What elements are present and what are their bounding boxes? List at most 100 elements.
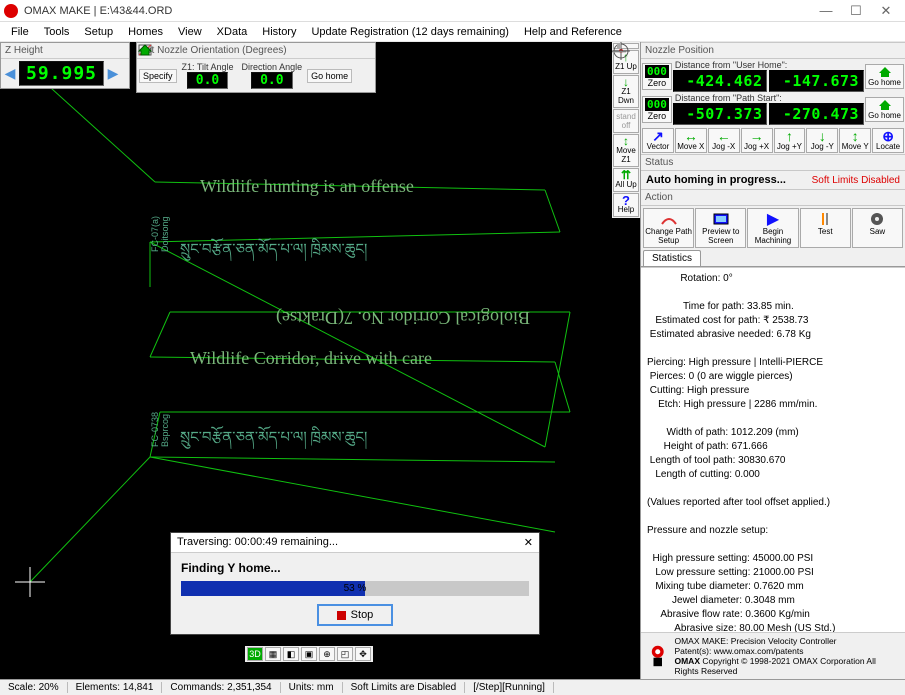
menu-homes[interactable]: Homes	[121, 24, 170, 40]
tilt-angle-label: Z1: Tilt Angle	[182, 62, 234, 72]
distance-user-label: Distance from "User Home":	[675, 60, 864, 70]
orient-gohome-button[interactable]: Go home	[307, 69, 352, 83]
main-area: Wildlife hunting is an offense སྲུང་བརྩོ…	[0, 42, 905, 679]
z1-down-button[interactable]: ↓Z1 Dwn	[613, 75, 639, 108]
user-home-y: -147.673	[769, 70, 864, 92]
jog-plus-y-button[interactable]: ↑Jog +Y	[774, 128, 806, 153]
status-commands: Commands: 2,351,354	[162, 682, 280, 693]
orient-gohome-label: Go home	[311, 71, 348, 81]
fit-icon[interactable]: ◰	[337, 647, 353, 661]
jog-minus-x-button[interactable]: ←Jog -X	[708, 128, 740, 153]
status-scale: Scale: 20%	[0, 682, 68, 693]
menu-help[interactable]: Help and Reference	[517, 24, 629, 40]
nozzle-orientation-panel: Jet Nozzle Orientation (Degrees) Specify…	[136, 42, 376, 93]
locate-button[interactable]: ⊕Locate	[872, 128, 904, 153]
zero-user-button[interactable]: 000Zero	[642, 63, 672, 90]
specify-button[interactable]: Specify	[139, 69, 177, 83]
bottom-icon-strip: 3D ▦ ◧ ▣ ⊕ ◰ ✥	[245, 646, 373, 662]
nozzle-position-title: Nozzle Position	[641, 42, 905, 59]
status-text: Auto homing in progress...	[646, 174, 786, 186]
status-title: Status	[641, 154, 905, 171]
brand-line1: OMAX MAKE: Precision Velocity Controller	[674, 636, 901, 646]
stop-button[interactable]: Stop	[317, 604, 394, 626]
saw-button[interactable]: Saw	[852, 208, 903, 248]
status-elements: Elements: 14,841	[68, 682, 163, 693]
jog-minus-y-button[interactable]: ↓Jog -Y	[806, 128, 838, 153]
user-home-x: -424.462	[673, 70, 768, 92]
progress-bar: 53 %	[181, 581, 529, 596]
menu-file[interactable]: File	[4, 24, 36, 40]
distance-path-label: Distance from "Path Start":	[675, 93, 864, 103]
app-icon	[4, 4, 18, 18]
all-up-button[interactable]: ⇈All Up	[613, 168, 639, 192]
svg-text:Wildlife Corridor, drive with: Wildlife Corridor, drive with care	[190, 348, 432, 368]
soft-limits-text: Soft Limits Disabled	[812, 175, 900, 186]
stop-icon	[337, 611, 346, 620]
gohome-path-button[interactable]: Go home	[865, 97, 904, 122]
move-z1-button[interactable]: ↕Move Z1	[613, 134, 639, 167]
omax-logo	[645, 641, 670, 671]
menu-setup[interactable]: Setup	[77, 24, 120, 40]
brand-copyright: Copyright © 1998-2021 OMAX Corporation A…	[674, 656, 875, 676]
maximize-button[interactable]: ☐	[841, 3, 871, 19]
svg-text:Bsprcog: Bsprcog	[160, 414, 170, 447]
layer1-icon[interactable]: ◧	[283, 647, 299, 661]
move-x-button[interactable]: ↔Move X	[675, 128, 707, 153]
pan-icon[interactable]: ✥	[355, 647, 371, 661]
brand-name: OMAX	[674, 656, 700, 666]
minimize-button[interactable]: —	[811, 3, 841, 18]
brand-footer: OMAX MAKE: Precision Velocity Controller…	[641, 632, 905, 679]
dialog-message: Finding Y home...	[181, 561, 529, 575]
menu-xdata[interactable]: XData	[210, 24, 255, 40]
progress-dialog: Traversing: 00:00:49 remaining... ✕ Find…	[170, 532, 540, 635]
dialog-title: Traversing: 00:00:49 remaining...	[177, 536, 338, 549]
window-title: OMAX MAKE | E:\43&44.ORD	[24, 5, 811, 17]
path-start-x: -507.373	[673, 103, 768, 125]
grid-icon[interactable]: ▦	[265, 647, 281, 661]
preview-button[interactable]: Preview to Screen	[695, 208, 746, 248]
titlebar: OMAX MAKE | E:\43&44.ORD — ☐ ✕	[0, 0, 905, 22]
menubar: File Tools Setup Homes View XData Histor…	[0, 22, 905, 42]
test-button[interactable]: Test	[800, 208, 851, 248]
direction-angle-cell: Direction Angle 0.0	[239, 61, 306, 90]
svg-text:Biological Corridor No. 7(Drak: Biological Corridor No. 7(Draktse)	[276, 307, 530, 328]
statusbar: Scale: 20% Elements: 14,841 Commands: 2,…	[0, 679, 905, 695]
close-button[interactable]: ✕	[871, 3, 901, 19]
menu-view[interactable]: View	[171, 24, 209, 40]
action-title: Action	[641, 189, 905, 206]
tilt-angle-value: 0.0	[187, 72, 228, 89]
menu-history[interactable]: History	[255, 24, 303, 40]
canvas[interactable]: Wildlife hunting is an offense སྲུང་བརྩོ…	[0, 42, 640, 679]
help-button[interactable]: ?Help	[613, 193, 639, 217]
specify-label: Specify	[143, 71, 173, 81]
view3d-icon[interactable]: 3D	[247, 647, 263, 661]
menu-update-registration[interactable]: Update Registration (12 days remaining)	[304, 24, 516, 40]
direction-angle-label: Direction Angle	[242, 62, 303, 72]
jog-plus-x-button[interactable]: →Jog +X	[741, 128, 773, 153]
layer2-icon[interactable]: ▣	[301, 647, 317, 661]
path-start-y: -270.473	[769, 103, 864, 125]
svg-text:FC-0738: FC-0738	[150, 412, 160, 447]
vector-button[interactable]: ↗Vector	[642, 128, 674, 153]
zero-path-button[interactable]: 000Zero	[642, 96, 672, 123]
standoff-button[interactable]: stand off	[613, 109, 639, 133]
dialog-close-button[interactable]: ✕	[524, 536, 533, 549]
status-running: [/Step][Running]	[465, 682, 554, 693]
statistics-tab[interactable]: Statistics	[643, 250, 701, 266]
brand-line2: Patent(s): www.omax.com/patents	[674, 646, 901, 656]
direction-angle-value: 0.0	[251, 72, 292, 89]
menu-tools[interactable]: Tools	[37, 24, 77, 40]
svg-text:སྲུང་བརྩོན་ཅན་མོད་པ་ལ། ཁྲིམས་ཆ: སྲུང་བརྩོན་ཅན་མོད་པ་ལ། ཁྲིམས་ཆུང།	[180, 425, 367, 450]
zoom-icon[interactable]: ⊕	[319, 647, 335, 661]
z-height-right-arrow[interactable]: ▶	[106, 65, 120, 82]
svg-text:Wildlife hunting is an offense: Wildlife hunting is an offense	[200, 176, 414, 196]
begin-machining-button[interactable]: ▶Begin Machining	[747, 208, 798, 248]
jog-row: ↗Vector ↔Move X ←Jog -X →Jog +X ↑Jog +Y …	[641, 127, 905, 154]
z-height-value: 59.995	[19, 61, 104, 86]
change-path-setup-button[interactable]: Change Path Setup	[643, 208, 694, 248]
gohome-user-button[interactable]: Go home	[865, 64, 904, 89]
tilt-angle-cell: Z1: Tilt Angle 0.0	[179, 61, 237, 90]
move-y-button[interactable]: ↕Move Y	[839, 128, 871, 153]
z-height-left-arrow[interactable]: ◀	[3, 65, 17, 82]
statistics-panel: Rotation: 0° Time for path: 33.85 min. E…	[641, 267, 905, 632]
